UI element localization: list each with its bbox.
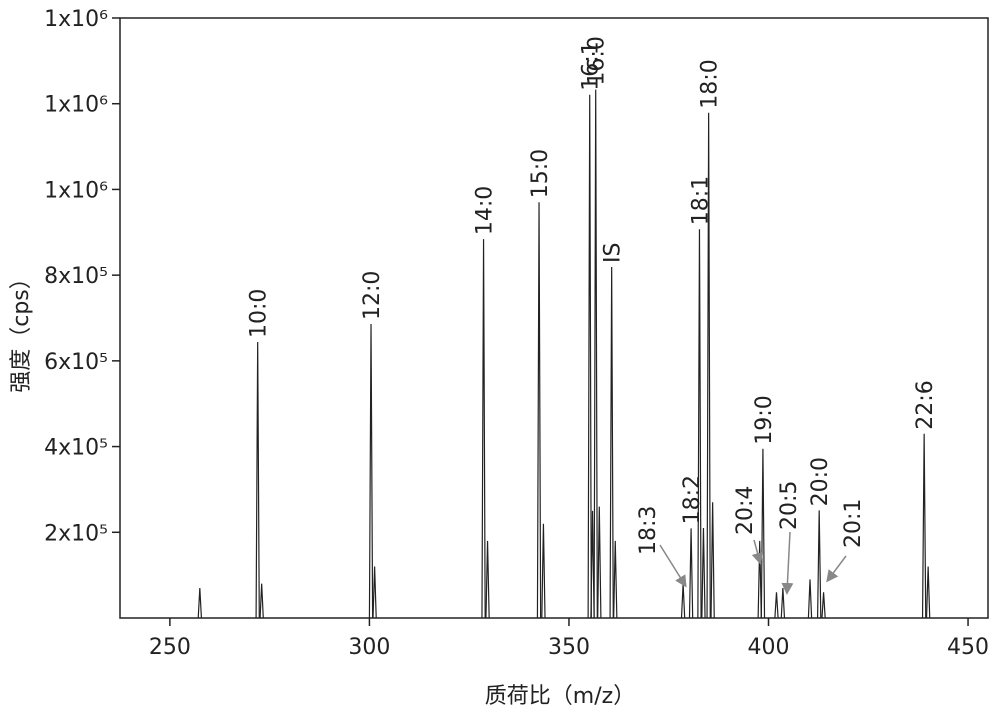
peak [197, 587, 203, 619]
peak [536, 202, 542, 619]
peak-label: 20:1 [841, 499, 866, 548]
peak-label: 18:2 [680, 475, 705, 524]
x-tick-label: 350 [548, 635, 590, 660]
peak [590, 510, 595, 619]
x-tick-label: 250 [149, 635, 191, 660]
peak-label: 20:4 [733, 486, 758, 535]
peak [597, 506, 602, 619]
peak [925, 566, 931, 619]
peak-label: IS [601, 243, 626, 263]
peak-label: 16:1 [579, 41, 604, 90]
peak [613, 540, 618, 619]
peak [807, 579, 813, 619]
peak [710, 502, 715, 619]
x-axis-title: 质荷比（m/z） [485, 684, 635, 709]
peak-label: 14:0 [473, 186, 498, 235]
peak-label: 18:3 [636, 506, 661, 555]
peak-label: 12:0 [360, 271, 385, 320]
peak-label: 15:0 [528, 149, 553, 198]
x-tick-label: 400 [748, 635, 790, 660]
x-tick-label: 300 [348, 635, 390, 660]
y-tick-label: 1x10⁶ [44, 93, 108, 118]
peak-label: 19:0 [752, 395, 777, 444]
label-arrow [751, 539, 764, 565]
peak [701, 527, 706, 619]
peak-label: 22:6 [913, 380, 938, 429]
label-arrow [826, 555, 847, 583]
y-tick-label: 4x10⁵ [44, 436, 108, 461]
peak [372, 566, 377, 619]
y-tick-label: 1x10⁶ [44, 178, 108, 203]
peak [255, 341, 260, 619]
y-tick-label: 1x10⁶ [44, 7, 108, 32]
y-tick-label: 8x10⁵ [44, 264, 108, 289]
peak [921, 433, 927, 619]
peak [697, 229, 702, 619]
peak [680, 583, 686, 619]
label-arrow [659, 544, 687, 588]
peak [541, 523, 546, 619]
plot-frame [119, 17, 989, 619]
y-tick-label: 6x10⁵ [44, 350, 108, 375]
peak [757, 540, 762, 619]
peak-label: 16:0 [585, 36, 610, 85]
peak [760, 448, 766, 619]
peak [368, 323, 374, 619]
peak-label: 20:5 [777, 481, 802, 530]
peak [259, 583, 264, 619]
peak [481, 239, 486, 619]
peak [485, 540, 490, 619]
peak [688, 528, 694, 619]
y-tick-label: 2x10⁵ [44, 521, 108, 546]
x-tick-label: 450 [947, 635, 989, 660]
y-axis-title: 强度（cps） [9, 267, 34, 393]
peak [587, 94, 592, 619]
label-arrow [781, 531, 794, 595]
peak-label: 20:0 [808, 457, 833, 506]
peak [609, 266, 614, 619]
peak [593, 89, 598, 619]
peak [774, 592, 779, 619]
peak-label: 18:0 [698, 59, 723, 108]
peak [816, 510, 822, 619]
peak [706, 112, 711, 619]
peak-label: 10:0 [247, 289, 272, 338]
peak [780, 587, 786, 619]
peak-label: 18:1 [688, 176, 713, 225]
peak [821, 592, 826, 619]
